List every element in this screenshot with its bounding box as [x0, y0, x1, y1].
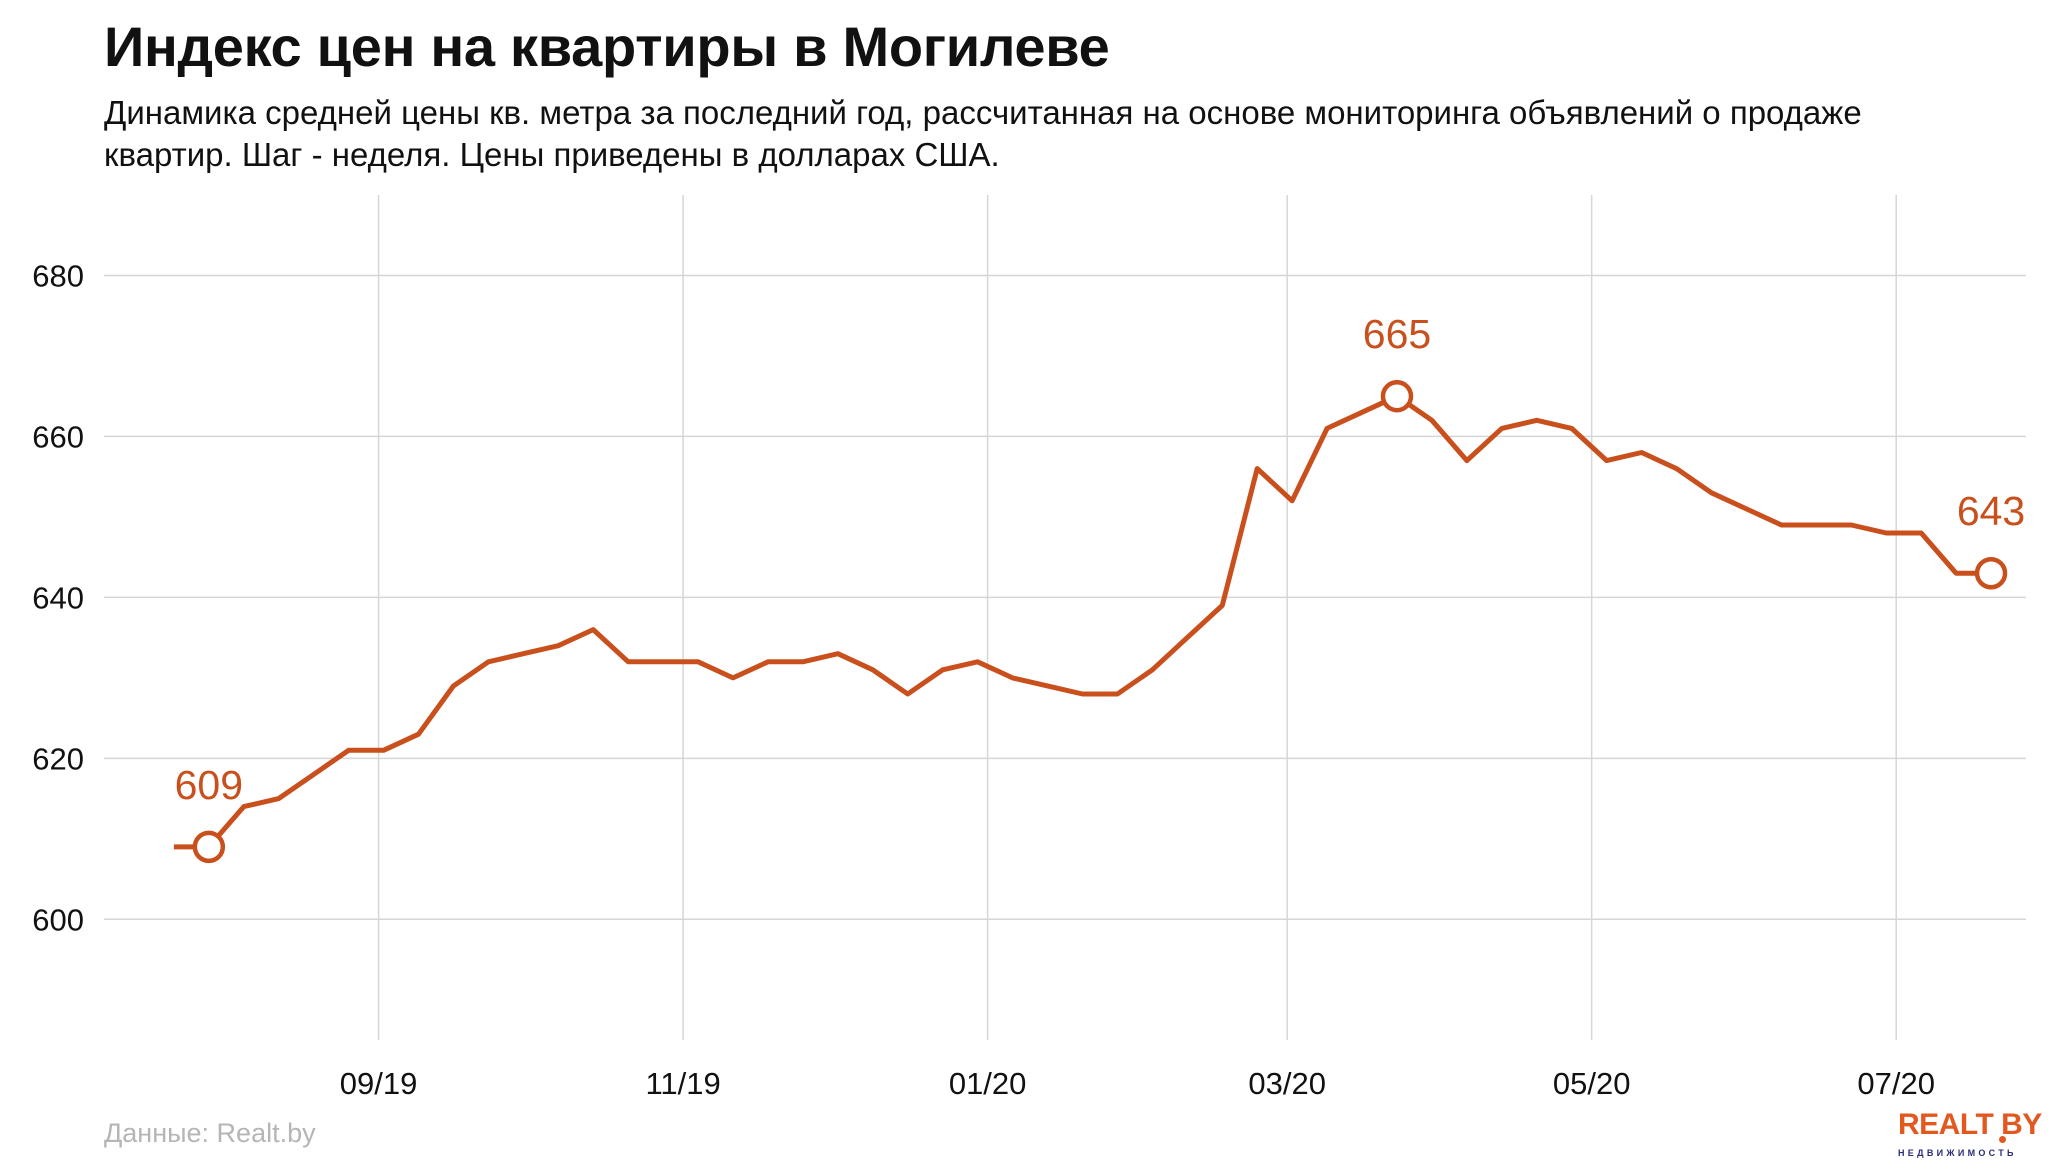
annotation-marker	[192, 830, 226, 864]
grid-lines	[104, 195, 2026, 1040]
logo-dot	[1999, 1136, 2006, 1143]
annotation-label: 643	[1957, 488, 2025, 534]
x-tick-label: 07/20	[1857, 1066, 1935, 1101]
y-tick-label: 620	[32, 741, 84, 776]
data-source: Данные: Realt.by	[104, 1118, 316, 1148]
annotation-label: 665	[1363, 311, 1431, 357]
annotation-label: 609	[175, 762, 243, 808]
annotation-marker	[1380, 379, 1414, 413]
annotation-marker	[1974, 556, 2008, 590]
logo-sub-text: НЕДВИЖИМОСТЬ	[1898, 1148, 2017, 1158]
x-axis-ticks: 09/19 11/19 01/20 03/20 05/20 07/20	[340, 1066, 1935, 1101]
y-tick-label: 680	[32, 258, 84, 293]
series-line	[173, 393, 1992, 850]
x-tick-label: 11/19	[645, 1066, 720, 1101]
x-tick-label: 01/20	[949, 1066, 1027, 1101]
y-tick-label: 600	[32, 902, 84, 937]
annotations-group: 609 665 643	[175, 311, 2025, 864]
chart-subtitle: Динамика средней цены кв. метра за после…	[104, 94, 1862, 173]
x-tick-label: 09/19	[340, 1066, 418, 1101]
realt-logo: REALT BY НЕДВИЖИМОСТЬ	[1898, 1108, 2042, 1164]
x-tick-label: 05/20	[1553, 1066, 1631, 1101]
y-tick-label: 640	[32, 580, 84, 615]
series-group	[173, 393, 1992, 850]
y-tick-label: 660	[32, 419, 84, 454]
chart-title: Индекс цен на квартиры в Могилеве	[104, 15, 1110, 78]
logo-main-text: REALT BY	[1898, 1108, 2042, 1141]
y-axis-ticks: 600 620 640 660 680	[32, 258, 84, 937]
x-tick-label: 03/20	[1248, 1066, 1326, 1101]
